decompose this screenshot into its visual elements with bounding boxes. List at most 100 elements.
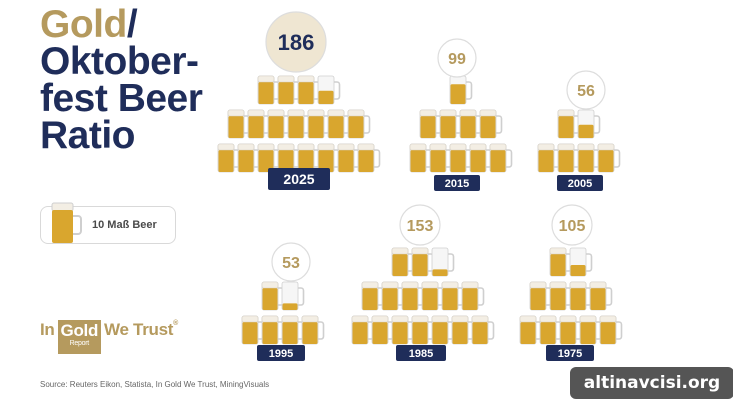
beer-mug-icon [519, 315, 543, 345]
brand-logo: In Gold Report We Trust® [40, 320, 178, 354]
beer-mug-icon [459, 109, 483, 139]
data-label: 105 [559, 218, 586, 235]
brand-gold: Gold [60, 321, 99, 340]
beer-mug-icon [237, 143, 261, 173]
beer-mug-icon [247, 109, 271, 139]
beer-mug-icon [449, 143, 473, 173]
beer-mug-icon [347, 109, 371, 139]
source-note: Source: Reuters Eikon, Statista, In Gold… [40, 380, 270, 389]
pyramid-2015: 99 2015 [409, 38, 513, 191]
beer-mug-icon [317, 75, 341, 105]
beer-mug-icon [439, 109, 463, 139]
beer-mug-icon [469, 143, 493, 173]
beer-mug-icon [577, 143, 601, 173]
beer-mug-icon [381, 281, 405, 311]
year-label-box [434, 175, 480, 191]
category-label: 2005 [568, 178, 592, 190]
value-bubble [399, 204, 441, 246]
beer-mug-icon [489, 143, 513, 173]
value-bubble [566, 70, 606, 110]
data-label: 186 [278, 30, 315, 55]
year-label-box [257, 345, 305, 361]
beer-mug-icon [409, 143, 433, 173]
beer-mug-icon [557, 109, 581, 139]
beer-mug-icon [281, 315, 305, 345]
chart-title: Gold/Oktober-fest Beer Ratio [40, 3, 203, 157]
value-bubble [551, 204, 593, 246]
beer-mug-icon [401, 281, 425, 311]
beer-mug-icon [569, 281, 593, 311]
category-label: 2025 [283, 171, 314, 187]
beer-mug-icon [431, 315, 455, 345]
value-bubble [271, 242, 311, 282]
beer-mug-icon [277, 75, 301, 105]
beer-mug-icon [337, 143, 361, 173]
beer-mug-icon [297, 143, 321, 173]
beer-mug-icon [327, 109, 351, 139]
beer-mug-icon [589, 281, 613, 311]
beer-mug-icon [559, 315, 583, 345]
beer-mug-icon [549, 281, 573, 311]
beer-mug-icon [287, 109, 311, 139]
pyramid-2005: 56 2005 [537, 70, 621, 191]
beer-mug-icon [461, 281, 485, 311]
beer-mug-icon [317, 143, 341, 173]
beer-mug-icon [451, 315, 475, 345]
beer-mug-icon [579, 315, 603, 345]
data-label: 99 [448, 51, 466, 68]
pyramid-2025: 186 2025 [217, 11, 381, 190]
beer-mug-icon [281, 281, 305, 311]
pyramid-1985: 153 1985 [351, 204, 495, 361]
brand-gold-box: Gold Report [57, 320, 102, 354]
beer-mug-icon [557, 143, 581, 173]
beer-mug-icon [529, 281, 553, 311]
beer-mug-icon [471, 315, 495, 345]
category-label: 1985 [409, 348, 433, 360]
beer-mug-icon [411, 247, 435, 277]
title-line2: Oktober- [40, 40, 199, 83]
beer-mug-icon [391, 247, 415, 277]
beer-mug-icon [429, 143, 453, 173]
beer-mug-icon [411, 315, 435, 345]
beer-mug-icon [217, 143, 241, 173]
beer-mug-icon [297, 75, 321, 105]
title-line4: Ratio [40, 114, 136, 157]
beer-mug-icon [361, 281, 385, 311]
legend: 10 Maß Beer [40, 202, 176, 244]
year-label-box [396, 345, 446, 361]
beer-mug-icon [569, 247, 593, 277]
title-gold: Gold [40, 3, 127, 46]
beer-mug-icon [261, 281, 285, 311]
beer-mug-icon [597, 143, 621, 173]
category-label: 1975 [558, 348, 582, 360]
pyramid-1995: 53 1995 [241, 242, 325, 361]
beer-mug-icon [261, 315, 285, 345]
watermark: altinavcisi.org [570, 367, 733, 399]
beer-mug-icon [351, 315, 375, 345]
pyramid-1975: 105 1975 [519, 204, 623, 361]
legend-label: 10 Maß Beer [92, 219, 157, 231]
beer-mug-icon [371, 315, 395, 345]
beer-mug-icon [577, 109, 601, 139]
beer-mug-icon [391, 315, 415, 345]
beer-mug-icon [441, 281, 465, 311]
year-label-box [268, 168, 330, 190]
data-label: 56 [577, 83, 595, 100]
beer-mug-icon [419, 109, 443, 139]
beer-mug-icon [301, 315, 325, 345]
year-label-box [546, 345, 594, 361]
data-label: 53 [282, 255, 300, 272]
legend-mug-icon [51, 202, 82, 243]
title-line3: fest Beer [40, 77, 203, 120]
brand-reg: ® [173, 320, 178, 327]
beer-mug-icon [307, 109, 331, 139]
beer-mug-icon [257, 75, 281, 105]
category-label: 1995 [269, 348, 293, 360]
data-label: 153 [407, 218, 434, 235]
beer-mug-icon [227, 109, 251, 139]
brand-report: Report [69, 340, 90, 347]
beer-mug-icon [539, 315, 563, 345]
beer-mug-icon [449, 75, 473, 105]
year-label-box [557, 175, 603, 191]
